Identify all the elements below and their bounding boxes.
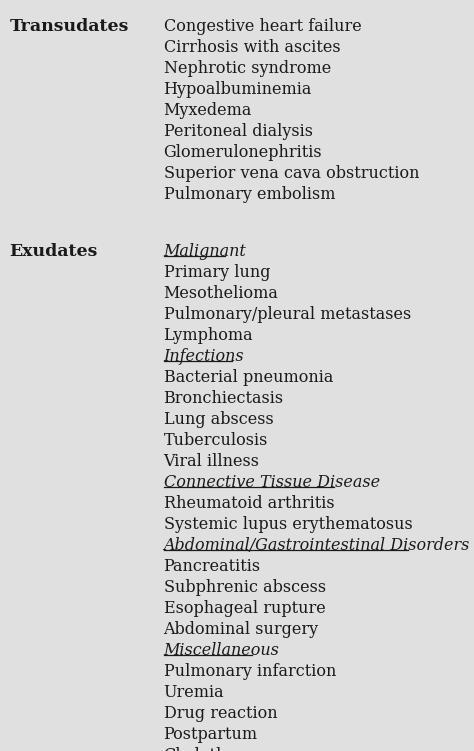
Text: Nephrotic syndrome: Nephrotic syndrome [164,60,331,77]
Text: Transudates: Transudates [9,18,129,35]
Text: Superior vena cava obstruction: Superior vena cava obstruction [164,165,419,182]
Text: Exudates: Exudates [9,243,98,260]
Text: Bronchiectasis: Bronchiectasis [164,390,283,407]
Text: Cirrhosis with ascites: Cirrhosis with ascites [164,39,340,56]
Text: Glomerulonephritis: Glomerulonephritis [164,144,322,161]
Text: Drug reaction: Drug reaction [164,705,277,722]
Text: Malignant: Malignant [164,243,246,260]
Text: Postpartum: Postpartum [164,726,258,743]
Text: Hypoalbuminemia: Hypoalbuminemia [164,81,312,98]
Text: Systemic lupus erythematosus: Systemic lupus erythematosus [164,516,412,533]
Text: Rheumatoid arthritis: Rheumatoid arthritis [164,495,334,512]
Text: Miscellaneous: Miscellaneous [164,642,279,659]
Text: Mesothelioma: Mesothelioma [164,285,278,302]
Text: Congestive heart failure: Congestive heart failure [164,18,361,35]
Text: Chylothorax: Chylothorax [164,747,263,751]
Text: Viral illness: Viral illness [164,453,260,470]
Text: Primary lung: Primary lung [164,264,270,281]
Text: Connective Tissue Disease: Connective Tissue Disease [164,474,380,491]
Text: Tuberculosis: Tuberculosis [164,432,268,449]
Text: Abdominal/Gastrointestinal Disorders: Abdominal/Gastrointestinal Disorders [164,537,470,554]
Text: Pulmonary infarction: Pulmonary infarction [164,663,336,680]
Text: Esophageal rupture: Esophageal rupture [164,600,325,617]
Text: Lung abscess: Lung abscess [164,411,273,428]
Text: Lymphoma: Lymphoma [164,327,253,344]
Text: Pulmonary embolism: Pulmonary embolism [164,186,335,203]
Text: Pulmonary/pleural metastases: Pulmonary/pleural metastases [164,306,411,323]
Text: Bacterial pneumonia: Bacterial pneumonia [164,369,333,386]
Text: Infections: Infections [164,348,244,365]
Text: Peritoneal dialysis: Peritoneal dialysis [164,123,312,140]
Text: Pancreatitis: Pancreatitis [164,558,261,575]
Text: Myxedema: Myxedema [164,102,252,119]
Text: Abdominal surgery: Abdominal surgery [164,621,319,638]
Text: Subphrenic abscess: Subphrenic abscess [164,579,326,596]
Text: Uremia: Uremia [164,684,224,701]
